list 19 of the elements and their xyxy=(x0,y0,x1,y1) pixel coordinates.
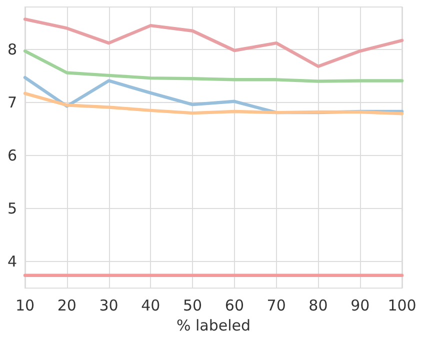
x-tick-label: 40 xyxy=(141,296,160,315)
y-tick-label: 6 xyxy=(7,146,17,165)
x-tick-label: 30 xyxy=(99,296,118,315)
x-tick-label: 50 xyxy=(183,296,202,315)
line-series xyxy=(23,18,404,68)
x-tick-label: 80 xyxy=(308,296,328,315)
x-axis-title: % labeled xyxy=(176,316,251,334)
x-tick-label: 60 xyxy=(224,296,244,315)
y-tick-label: 4 xyxy=(7,252,17,271)
x-tick-label: 90 xyxy=(350,296,370,315)
x-tick-label: 10 xyxy=(15,296,35,315)
x-tick-label: 100 xyxy=(388,296,416,315)
x-tick-label: 70 xyxy=(266,296,286,315)
x-tick-label: 20 xyxy=(57,296,76,315)
y-tick-label: 5 xyxy=(7,200,17,218)
line-series xyxy=(23,49,404,83)
y-tick-label: 8 xyxy=(7,40,17,58)
line-series xyxy=(23,92,404,116)
y-tick-label: 7 xyxy=(7,93,17,112)
